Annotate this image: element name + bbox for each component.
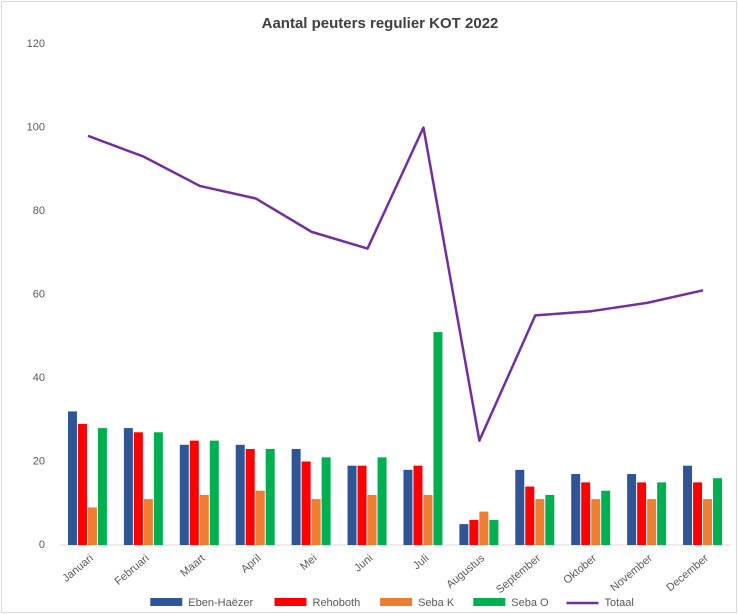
chart-title: Aantal peuters regulier KOT 2022 — [262, 15, 499, 32]
legend-label: Eben-Haëzer — [188, 597, 253, 609]
bar — [591, 499, 601, 545]
bar — [459, 524, 469, 545]
legend-label: Seba O — [511, 597, 549, 609]
bar — [469, 519, 479, 545]
bar — [683, 465, 693, 545]
bar — [123, 428, 133, 545]
y-tick-label: 20 — [33, 455, 45, 467]
legend-swatch — [150, 598, 183, 606]
bar — [713, 478, 723, 545]
bar — [545, 494, 555, 545]
bar — [87, 507, 97, 545]
bar — [245, 448, 255, 545]
bar — [291, 448, 301, 545]
y-tick-label: 0 — [39, 539, 45, 551]
y-tick-label: 120 — [27, 38, 45, 50]
bar — [525, 486, 535, 545]
bar — [133, 432, 143, 545]
bar — [535, 499, 545, 545]
bar — [209, 440, 219, 545]
bar — [413, 465, 423, 545]
legend-swatch — [274, 598, 307, 606]
bar — [377, 457, 387, 545]
bar — [235, 444, 245, 545]
bar — [179, 444, 189, 545]
bar — [637, 482, 647, 545]
bar — [199, 494, 209, 545]
bar — [479, 511, 489, 545]
bar — [347, 465, 357, 545]
y-tick-label: 60 — [33, 288, 45, 300]
bar — [143, 499, 153, 545]
bar — [403, 469, 413, 545]
bar — [189, 440, 199, 545]
line — [87, 126, 704, 442]
bar — [581, 482, 591, 545]
y-tick-label: 100 — [27, 121, 45, 133]
bar — [703, 499, 713, 545]
legend-swatch — [473, 598, 506, 606]
legend-label: Totaal — [605, 597, 634, 609]
legend-swatch — [380, 598, 413, 606]
legend-label: Seba K — [418, 597, 455, 609]
bar — [153, 432, 163, 545]
y-tick-label: 80 — [33, 205, 45, 217]
bar — [657, 482, 667, 545]
bar — [627, 474, 637, 545]
bar — [301, 461, 311, 545]
legend-label: Rehoboth — [313, 597, 361, 609]
bar — [647, 499, 657, 545]
bar — [423, 494, 433, 545]
bar — [311, 499, 321, 545]
bar — [357, 465, 367, 545]
y-tick-label: 40 — [33, 372, 45, 384]
bar — [67, 411, 77, 545]
bar — [97, 428, 107, 545]
bar — [515, 469, 525, 545]
bar — [489, 519, 499, 545]
bar — [601, 490, 611, 545]
bar — [571, 474, 581, 545]
bar — [265, 448, 275, 545]
bar — [77, 423, 87, 545]
bar — [255, 490, 265, 545]
bar — [321, 457, 331, 545]
bar — [693, 482, 703, 545]
bar — [433, 332, 443, 545]
bar — [367, 494, 377, 545]
